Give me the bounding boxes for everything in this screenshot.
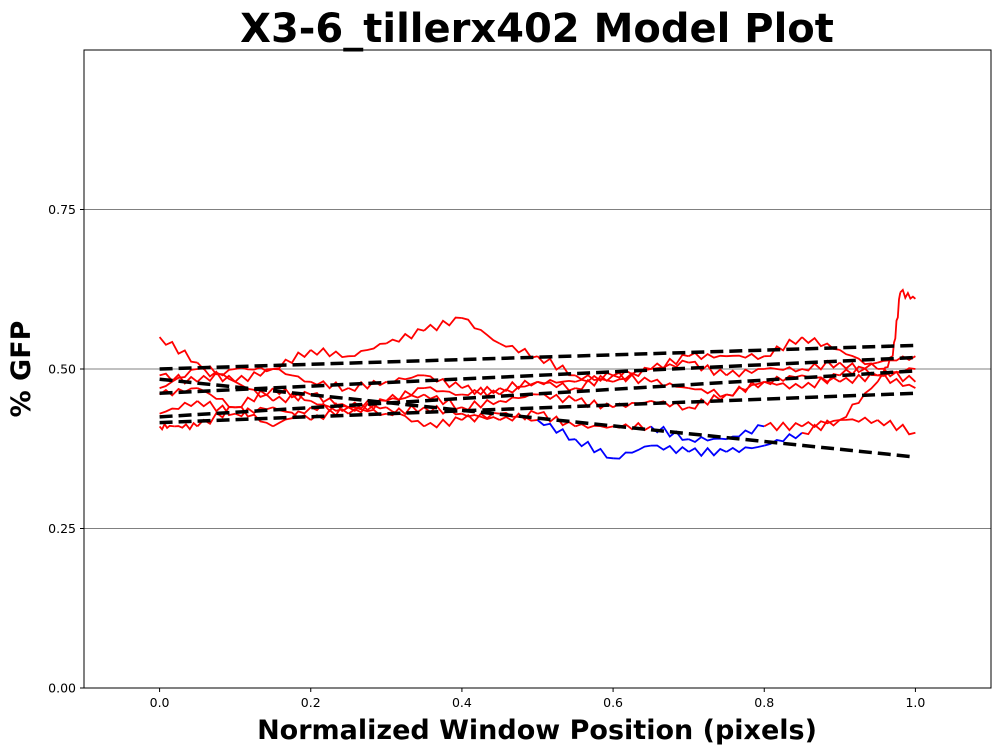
- series-1-segment: [348, 402, 387, 413]
- series-4-segment: [461, 385, 501, 397]
- series-2-segment: [839, 416, 878, 425]
- y-tick-label: 0.00: [48, 681, 76, 696]
- fit-4-line: [159, 369, 916, 419]
- series-6-segment: [801, 359, 841, 372]
- series-2-segment: [801, 419, 840, 429]
- fit-1-line: [159, 343, 916, 371]
- series-5-segment: [385, 328, 425, 345]
- series-6-segment: [272, 368, 311, 383]
- series-6-segment: [575, 374, 614, 391]
- series-1-segment: [272, 406, 312, 428]
- series-1-segment: [174, 421, 198, 431]
- series-4-segment: [235, 387, 274, 409]
- x-tick-label: 0.6: [603, 695, 623, 710]
- series-5-segment: [764, 336, 803, 358]
- series-1-segment: [726, 444, 765, 454]
- series-1-segment: [158, 422, 175, 432]
- fit-lines: [159, 343, 916, 459]
- series-6-segment: [423, 374, 463, 389]
- fit-2-line: [159, 377, 916, 459]
- y-tick-label: 0.25: [48, 521, 76, 536]
- series-6-segment: [348, 379, 387, 393]
- series-1-segment: [650, 444, 690, 455]
- series-3-segment: [877, 355, 916, 364]
- series-6-segment: [499, 380, 538, 396]
- series-1-segment: [536, 419, 576, 441]
- x-axis-label: Normalized Window Position (pixels): [257, 715, 817, 746]
- series-3-segment: [385, 393, 425, 402]
- series-4-segment: [310, 400, 350, 415]
- series-6-segment: [461, 384, 501, 398]
- series-2-segment: [499, 409, 538, 422]
- series-1-segment: [574, 438, 614, 460]
- series-2-segment: [763, 421, 803, 432]
- series-4-segment: [499, 379, 538, 393]
- y-tick-label: 0.50: [48, 362, 76, 377]
- series-4-segment: [688, 387, 727, 398]
- chart-title: X3-6_tillerx402 Model Plot: [240, 6, 834, 52]
- series-5-segment: [272, 349, 312, 370]
- series-1-segment: [801, 419, 841, 436]
- series-3-segment: [159, 400, 198, 415]
- series-1-segment: [839, 381, 879, 421]
- series-5-segment: [650, 353, 689, 370]
- series-1-segment: [763, 432, 803, 447]
- fit-5-line: [159, 391, 916, 425]
- series-2-segment: [650, 425, 689, 441]
- y-axis-label: % GFP: [6, 321, 37, 418]
- y-tick-label: 0.75: [48, 202, 76, 217]
- series-3-segment: [764, 380, 803, 390]
- series-5-segment: [423, 316, 462, 332]
- x-tick-label: 0.2: [301, 695, 321, 710]
- x-axis-ticks: 0.0 0.2 0.4 0.6 0.8 1.0: [150, 688, 925, 710]
- series-1-segment: [688, 446, 727, 458]
- series-4-segment: [159, 387, 198, 397]
- series-2-segment: [877, 419, 916, 436]
- series-5-segment: [348, 342, 387, 358]
- y-axis-ticks: 0.00 0.25 0.50 0.75: [48, 202, 84, 696]
- series-5-segment: [310, 347, 349, 359]
- series-4-segment: [347, 398, 387, 415]
- series-5-segment: [839, 349, 879, 370]
- series-5-segment: [726, 352, 765, 361]
- series-2-segment: [461, 412, 501, 421]
- series-4-segment: [385, 387, 425, 402]
- series-1-segment: [899, 288, 916, 301]
- series-4-segment: [423, 386, 462, 396]
- series-1-segment: [499, 411, 538, 422]
- series-1-segment: [891, 292, 902, 357]
- series-6-segment: [159, 368, 198, 389]
- x-tick-label: 1.0: [905, 695, 925, 710]
- fit-3-line: [159, 355, 916, 395]
- series-1-segment: [385, 406, 425, 428]
- series-4-segment: [726, 380, 765, 397]
- series-4: [159, 371, 916, 415]
- series-6-segment: [725, 368, 765, 378]
- series-4-segment: [650, 378, 689, 389]
- series-5-segment: [159, 372, 198, 385]
- series-3-segment: [196, 400, 236, 417]
- series-6-segment: [877, 367, 916, 377]
- series-6-segment: [764, 366, 803, 373]
- x-tick-label: 0.8: [754, 695, 774, 710]
- series-2-segment: [158, 336, 198, 364]
- x-tick-label: 0.0: [150, 695, 170, 710]
- x-tick-label: 0.4: [452, 695, 472, 710]
- series-6-segment: [688, 360, 728, 377]
- series-6-segment: [234, 368, 274, 383]
- series-5-segment: [461, 317, 501, 345]
- series-1-segment: [613, 444, 652, 460]
- series-1-segment: [423, 416, 463, 429]
- series-4-segment: [537, 378, 576, 386]
- series-4-segment: [272, 387, 311, 402]
